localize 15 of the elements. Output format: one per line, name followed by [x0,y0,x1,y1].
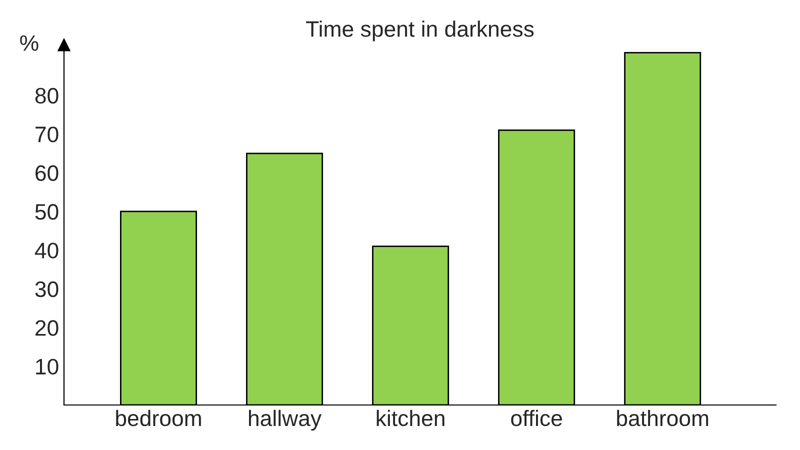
y-tick-label: 40 [34,242,58,258]
y-tick-label: 80 [35,88,58,104]
chart-title: Time spent in darkness [306,20,534,42]
x-tick-label: kitchen [376,410,444,426]
y-tick-label: 20 [36,320,58,336]
y-tick-label: 10 [36,358,58,375]
y-tick-label: 30 [35,281,58,298]
y-tick-label: 70 [36,126,58,142]
y-tick-label: 50 [35,204,58,220]
x-tick-label: office [511,410,562,426]
x-tick-label: hallway [249,410,322,431]
y-axis-title: % [20,35,38,51]
x-tick-label: bathroom [617,410,708,426]
x-tick-label: bedroom [116,410,201,426]
y-tick-label: 60 [36,165,58,182]
